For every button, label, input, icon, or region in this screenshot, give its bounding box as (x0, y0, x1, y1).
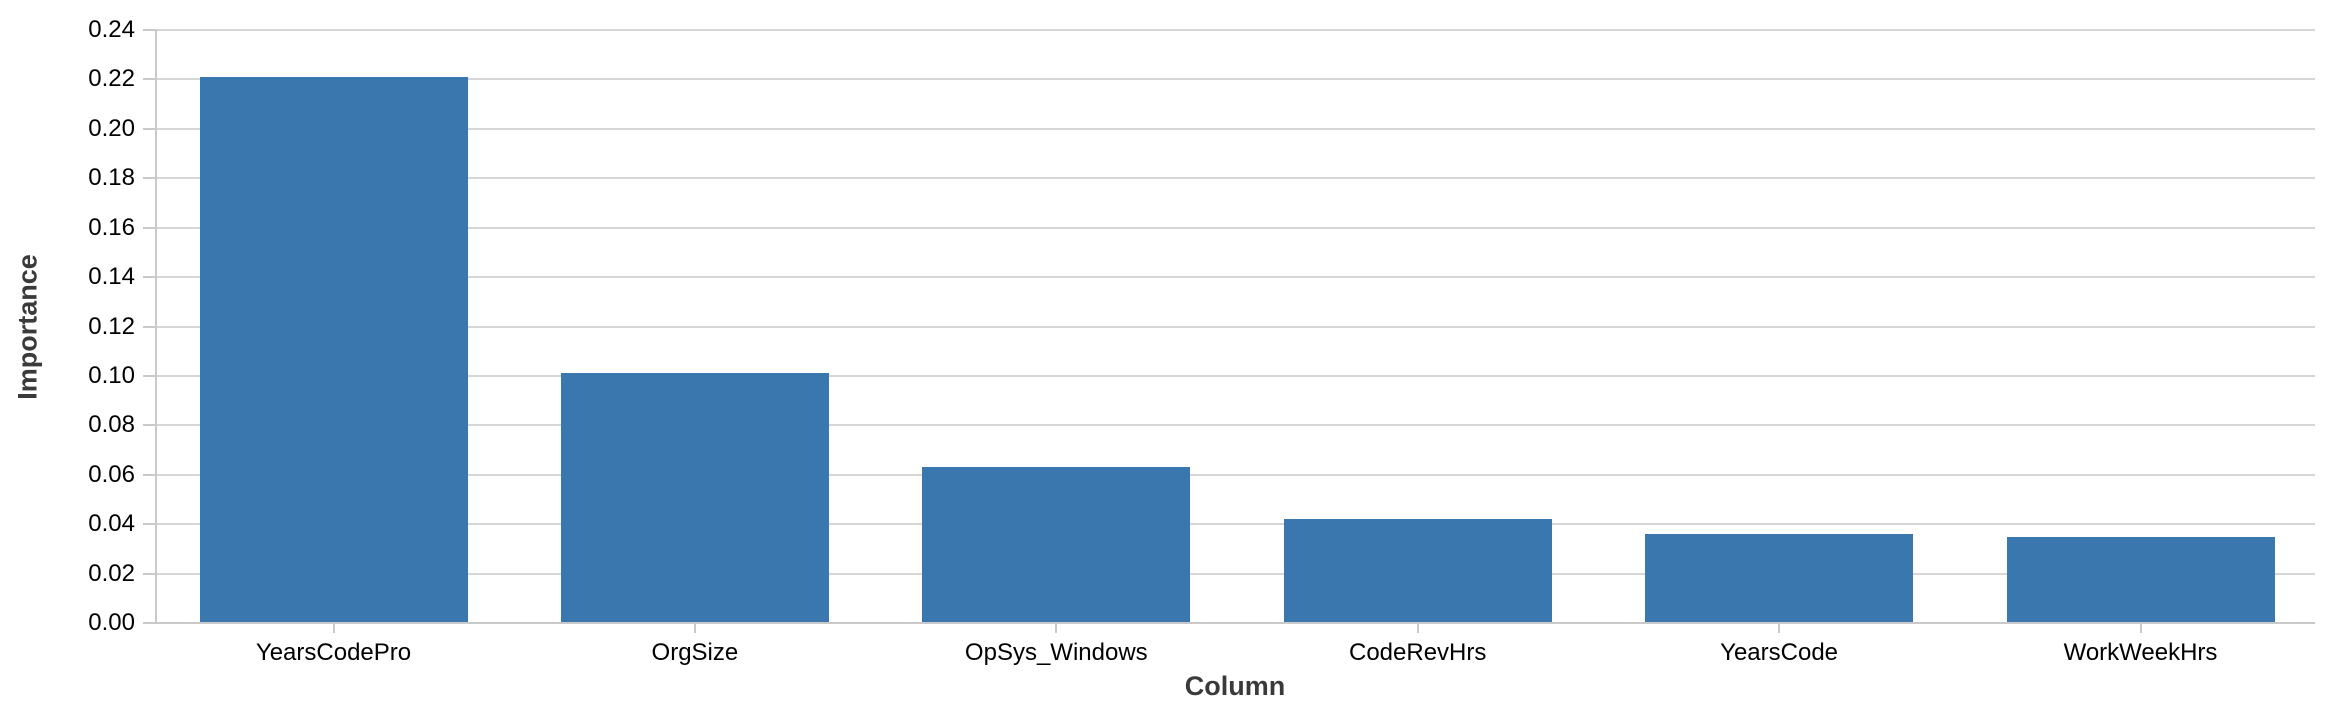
gridline (155, 473, 2315, 476)
y-axis-spine (155, 30, 157, 623)
y-axis-title: Importance (12, 253, 43, 400)
y-tick-mark (143, 177, 155, 180)
y-tick-label: 0.00 (88, 609, 135, 636)
y-tick-label: 0.04 (88, 510, 135, 538)
y-tick-label: 0.12 (88, 312, 135, 340)
y-tick-label: 0.10 (88, 361, 135, 389)
bar-YearsCode (1645, 534, 1914, 623)
y-tick-mark (143, 424, 155, 427)
x-tick-mark (1778, 623, 1781, 633)
x-tick-mark (693, 623, 696, 633)
x-tick-label: WorkWeekHrs (2063, 639, 2218, 666)
x-tick-label: YearsCode (1720, 639, 1839, 666)
y-tick-label: 0.18 (88, 164, 135, 192)
y-tick-label: 0.06 (88, 460, 135, 488)
y-tick-label: 0.02 (88, 559, 135, 587)
gridline (155, 226, 2315, 229)
y-tick-label: 0.22 (88, 65, 135, 93)
gridline (155, 276, 2315, 279)
gridline (155, 424, 2315, 427)
x-tick-mark (1055, 623, 1058, 633)
y-tick-mark (143, 226, 155, 229)
gridline (155, 29, 2315, 31)
y-tick-mark (143, 78, 155, 81)
x-tick-mark (332, 623, 335, 633)
y-tick-label: 0.16 (88, 213, 135, 241)
gridline (155, 572, 2315, 575)
gridline (155, 177, 2315, 180)
bar-OpSys_Windows (922, 467, 1191, 623)
y-tick-mark (143, 276, 155, 279)
y-tick-mark (143, 572, 155, 575)
y-tick-mark (143, 127, 155, 130)
bar-YearsCodePro (199, 76, 468, 623)
plot-area (155, 29, 2315, 623)
bar-CodeRevHrs (1283, 519, 1552, 623)
gridline (155, 127, 2315, 130)
y-tick-label: 0.14 (88, 263, 135, 291)
x-tick-label: YearsCodePro (255, 639, 412, 666)
y-tick-label: 0.08 (88, 411, 135, 439)
gridline (155, 325, 2315, 328)
y-tick-mark (143, 325, 155, 328)
y-tick-label: 0.24 (88, 16, 135, 43)
y-tick-mark (143, 473, 155, 476)
x-tick-mark (2139, 623, 2142, 633)
x-tick-label: OrgSize (651, 639, 739, 666)
x-tick-label: CodeRevHrs (1348, 639, 1487, 666)
x-tick-mark (1416, 623, 1419, 633)
x-tick-label: OpSys_Windows (964, 639, 1148, 666)
x-axis-title: Column (1184, 671, 1286, 701)
gridline (155, 78, 2315, 81)
y-tick-mark (143, 523, 155, 526)
bar-OrgSize (560, 373, 829, 623)
y-tick-mark (143, 622, 155, 624)
y-tick-label: 0.20 (88, 114, 135, 142)
x-axis-spine (155, 622, 2315, 624)
bar-WorkWeekHrs (2006, 536, 2275, 623)
y-tick-mark (143, 29, 155, 31)
gridline (155, 374, 2315, 377)
gridline (155, 523, 2315, 526)
y-tick-mark (143, 374, 155, 377)
